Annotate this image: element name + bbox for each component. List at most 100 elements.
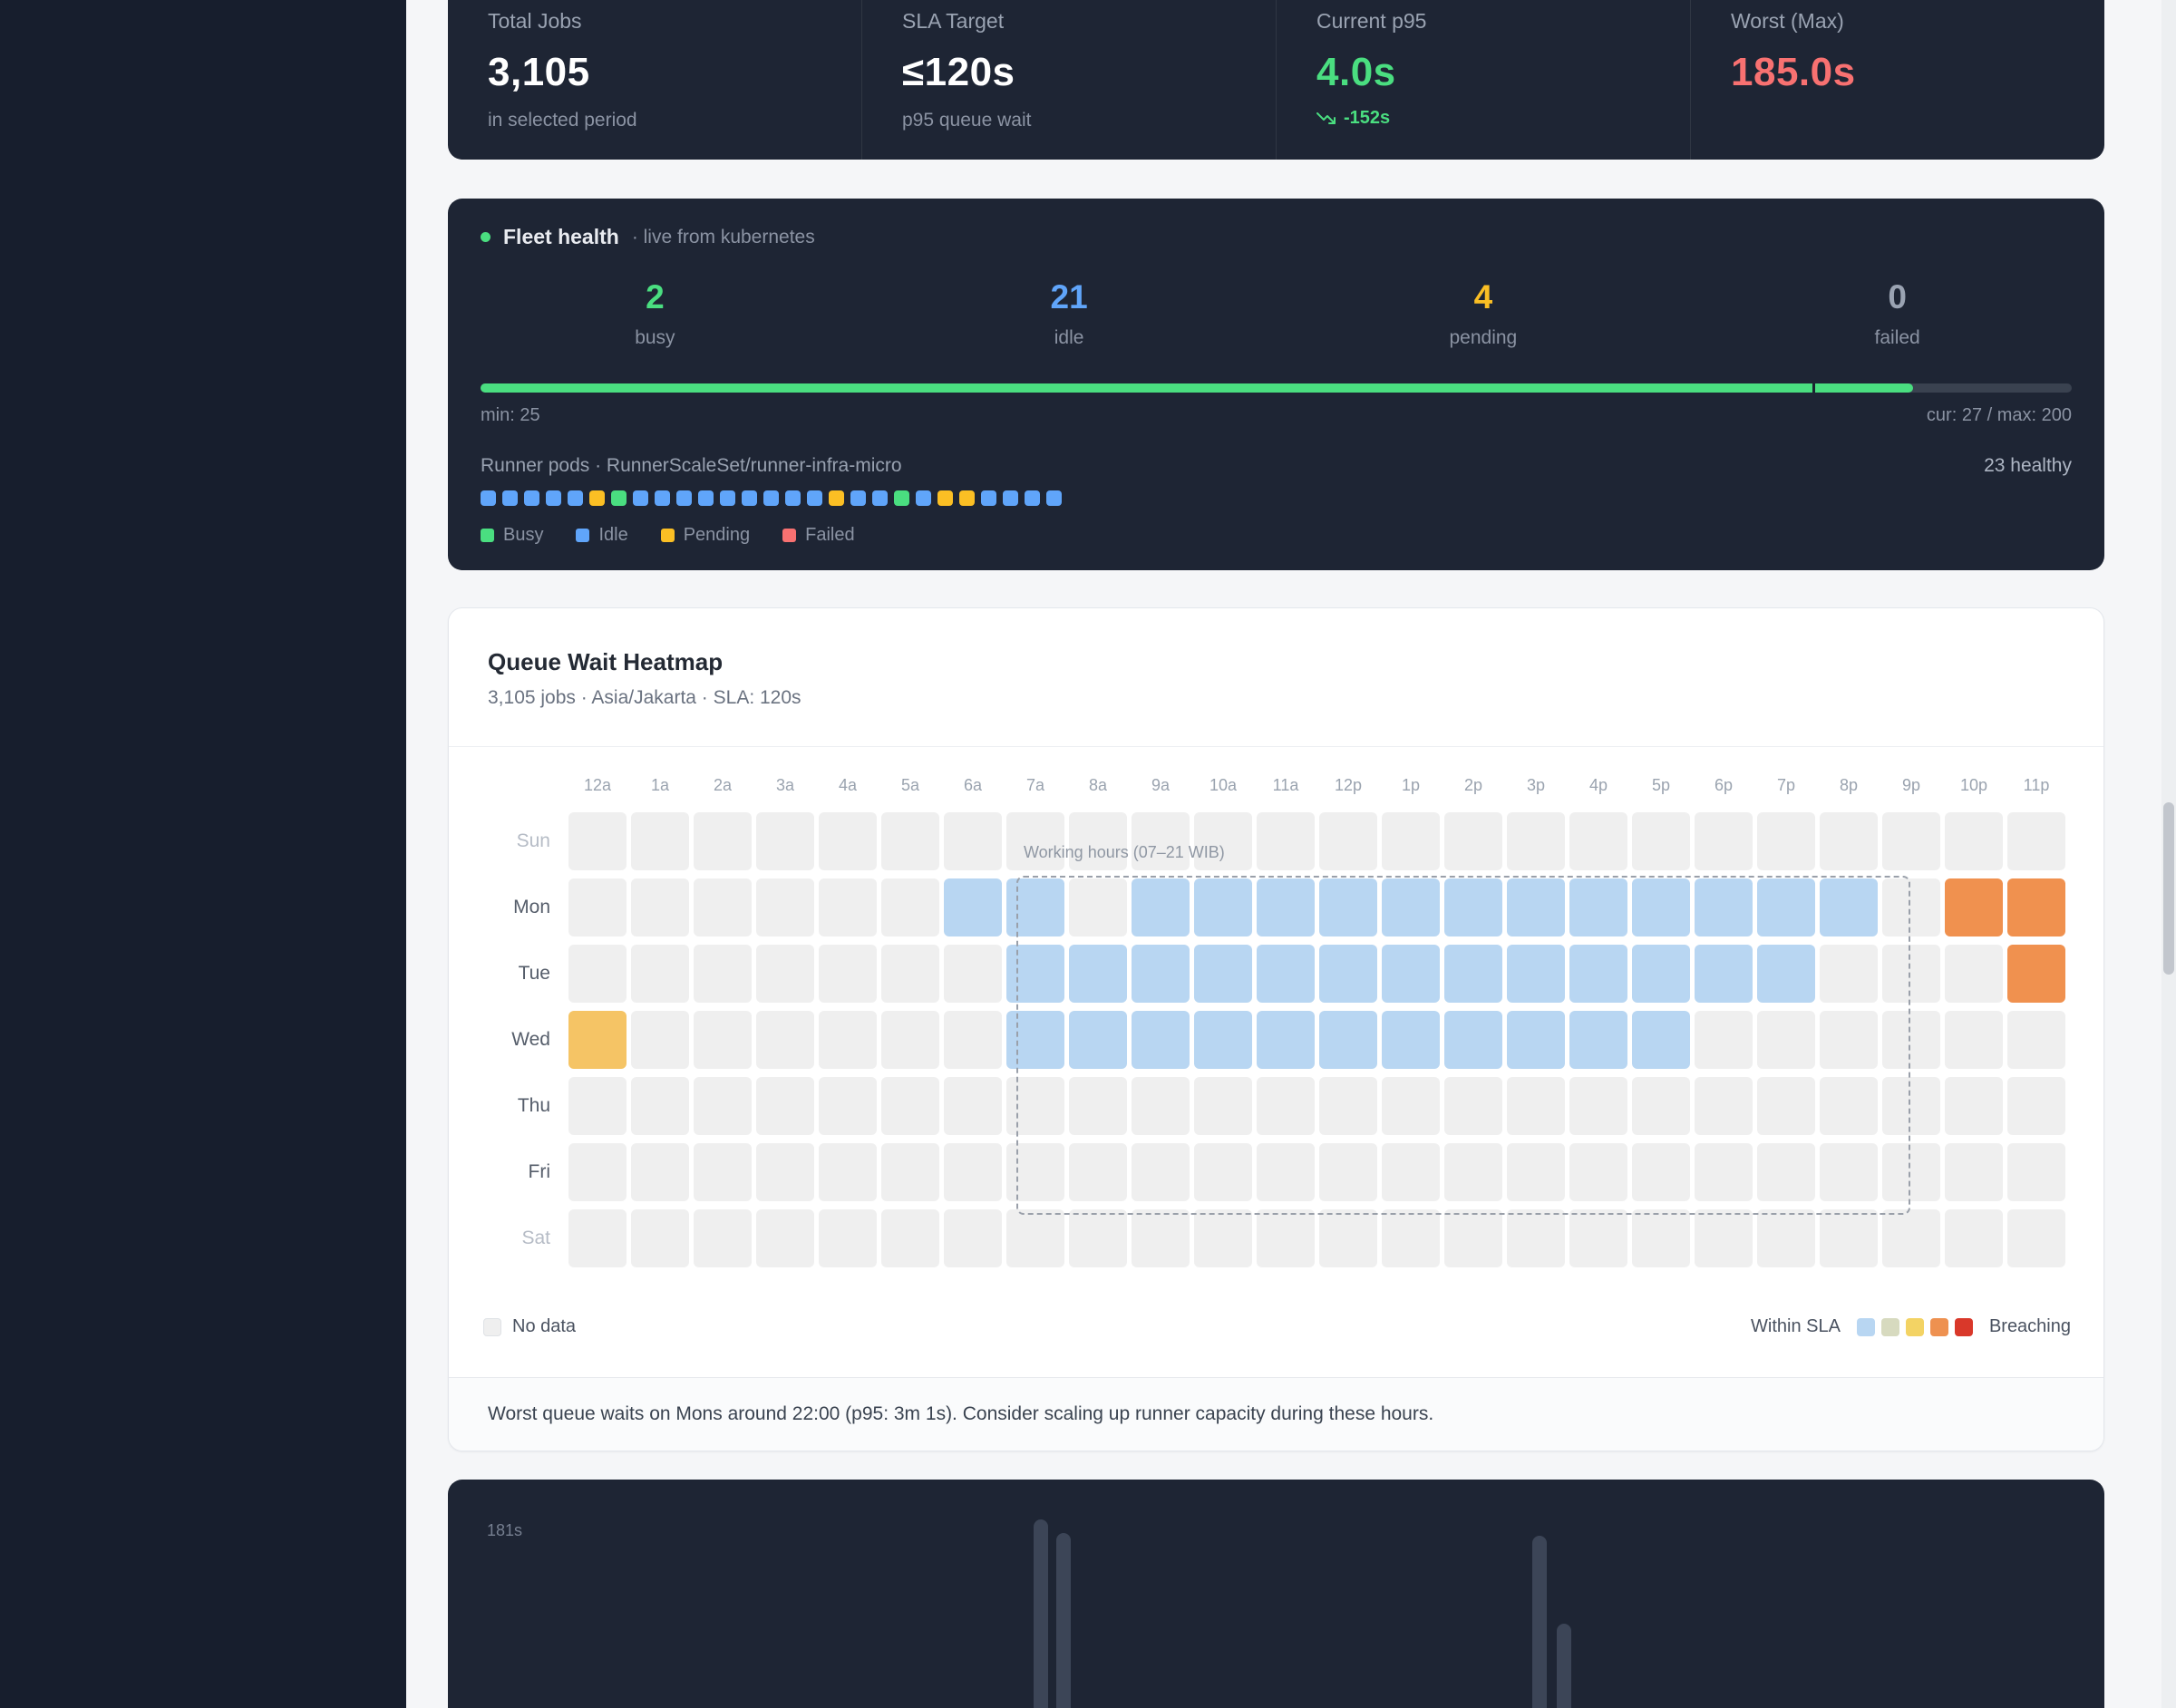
heatmap-cell[interactable] — [1757, 1143, 1815, 1201]
heatmap-cell[interactable] — [1882, 812, 1940, 870]
runner-pod[interactable] — [894, 490, 909, 506]
heatmap-cell[interactable] — [2007, 1011, 2065, 1069]
heatmap-cell[interactable] — [819, 945, 877, 1003]
heatmap-cell[interactable] — [944, 1077, 1002, 1135]
heatmap-cell[interactable] — [631, 945, 689, 1003]
heatmap-cell[interactable] — [1820, 1209, 1878, 1267]
heatmap-cell[interactable] — [944, 878, 1002, 936]
heatmap-cell[interactable] — [694, 878, 752, 936]
runner-pod[interactable] — [524, 490, 539, 506]
heatmap-cell[interactable] — [881, 1209, 939, 1267]
heatmap-cell[interactable] — [694, 1011, 752, 1069]
heatmap-cell[interactable] — [568, 1077, 627, 1135]
heatmap-cell[interactable] — [1632, 1011, 1690, 1069]
runner-pod[interactable] — [720, 490, 735, 506]
runner-pod[interactable] — [611, 490, 627, 506]
heatmap-cell[interactable] — [694, 1209, 752, 1267]
heatmap-cell[interactable] — [1569, 1209, 1627, 1267]
heatmap-cell[interactable] — [1006, 878, 1064, 936]
heatmap-cell[interactable] — [1757, 945, 1815, 1003]
timeline-bar[interactable] — [1557, 1624, 1571, 1708]
heatmap-cell[interactable] — [1319, 1077, 1377, 1135]
heatmap-cell[interactable] — [1507, 1209, 1565, 1267]
heatmap-cell[interactable] — [819, 1011, 877, 1069]
heatmap-cell[interactable] — [2007, 1077, 2065, 1135]
heatmap-cell[interactable] — [1319, 945, 1377, 1003]
timeline-bar[interactable] — [1034, 1519, 1048, 1708]
heatmap-cell[interactable] — [1257, 945, 1315, 1003]
heatmap-cell[interactable] — [1632, 878, 1690, 936]
heatmap-cell[interactable] — [1507, 1077, 1565, 1135]
heatmap-cell[interactable] — [1945, 1077, 2003, 1135]
heatmap-cell[interactable] — [1006, 1011, 1064, 1069]
scrollbar-track[interactable] — [2161, 0, 2176, 1708]
heatmap-cell[interactable] — [1382, 1209, 1440, 1267]
heatmap-cell[interactable] — [1132, 1077, 1190, 1135]
heatmap-cell[interactable] — [1695, 1077, 1753, 1135]
runner-pod[interactable] — [1025, 490, 1040, 506]
heatmap-cell[interactable] — [1945, 812, 2003, 870]
runner-pod[interactable] — [502, 490, 518, 506]
runner-pod[interactable] — [872, 490, 888, 506]
heatmap-cell[interactable] — [1882, 1209, 1940, 1267]
runner-pod[interactable] — [546, 490, 561, 506]
heatmap-cell[interactable] — [631, 1143, 689, 1201]
heatmap-cell[interactable] — [1820, 1143, 1878, 1201]
heatmap-cell[interactable] — [1882, 1011, 1940, 1069]
heatmap-cell[interactable] — [1569, 945, 1627, 1003]
heatmap-cell[interactable] — [1569, 1077, 1627, 1135]
heatmap-cell[interactable] — [756, 1143, 814, 1201]
heatmap-cell[interactable] — [1132, 945, 1190, 1003]
heatmap-cell[interactable] — [819, 1077, 877, 1135]
heatmap-cell[interactable] — [568, 878, 627, 936]
heatmap-cell[interactable] — [1569, 1011, 1627, 1069]
heatmap-cell[interactable] — [1757, 1011, 1815, 1069]
heatmap-cell[interactable] — [1382, 1011, 1440, 1069]
heatmap-cell[interactable] — [1006, 945, 1064, 1003]
heatmap-cell[interactable] — [1632, 1077, 1690, 1135]
heatmap-cell[interactable] — [568, 812, 627, 870]
heatmap-cell[interactable] — [1006, 812, 1064, 870]
heatmap-cell[interactable] — [1132, 1209, 1190, 1267]
heatmap-cell[interactable] — [1757, 1209, 1815, 1267]
heatmap-cell[interactable] — [1194, 812, 1252, 870]
heatmap-cell[interactable] — [631, 812, 689, 870]
heatmap-cell[interactable] — [1006, 1077, 1064, 1135]
runner-pod[interactable] — [785, 490, 801, 506]
heatmap-cell[interactable] — [1882, 1143, 1940, 1201]
heatmap-cell[interactable] — [1444, 878, 1502, 936]
heatmap-cell[interactable] — [1757, 878, 1815, 936]
heatmap-cell[interactable] — [694, 1077, 752, 1135]
heatmap-cell[interactable] — [1882, 1077, 1940, 1135]
runner-pod[interactable] — [916, 490, 931, 506]
heatmap-cell[interactable] — [1319, 878, 1377, 936]
heatmap-cell[interactable] — [1882, 878, 1940, 936]
heatmap-cell[interactable] — [1069, 1011, 1127, 1069]
heatmap-cell[interactable] — [1194, 878, 1252, 936]
heatmap-cell[interactable] — [1132, 812, 1190, 870]
heatmap-cell[interactable] — [1820, 945, 1878, 1003]
runner-pod[interactable] — [698, 490, 714, 506]
heatmap-cell[interactable] — [944, 945, 1002, 1003]
heatmap-cell[interactable] — [1257, 1011, 1315, 1069]
heatmap-cell[interactable] — [1695, 812, 1753, 870]
heatmap-cell[interactable] — [1132, 878, 1190, 936]
runner-pod[interactable] — [850, 490, 866, 506]
heatmap-cell[interactable] — [568, 1011, 627, 1069]
heatmap-cell[interactable] — [1945, 1011, 2003, 1069]
heatmap-cell[interactable] — [756, 1011, 814, 1069]
runner-pod[interactable] — [589, 490, 605, 506]
heatmap-cell[interactable] — [881, 1077, 939, 1135]
heatmap-cell[interactable] — [1757, 812, 1815, 870]
heatmap-cell[interactable] — [1069, 1209, 1127, 1267]
heatmap-cell[interactable] — [1006, 1143, 1064, 1201]
heatmap-cell[interactable] — [1695, 878, 1753, 936]
heatmap-cell[interactable] — [568, 1143, 627, 1201]
heatmap-cell[interactable] — [1507, 1011, 1565, 1069]
heatmap-cell[interactable] — [1257, 812, 1315, 870]
heatmap-cell[interactable] — [881, 812, 939, 870]
heatmap-cell[interactable] — [1507, 812, 1565, 870]
heatmap-cell[interactable] — [1945, 1143, 2003, 1201]
heatmap-cell[interactable] — [1632, 945, 1690, 1003]
heatmap-cell[interactable] — [1194, 1077, 1252, 1135]
